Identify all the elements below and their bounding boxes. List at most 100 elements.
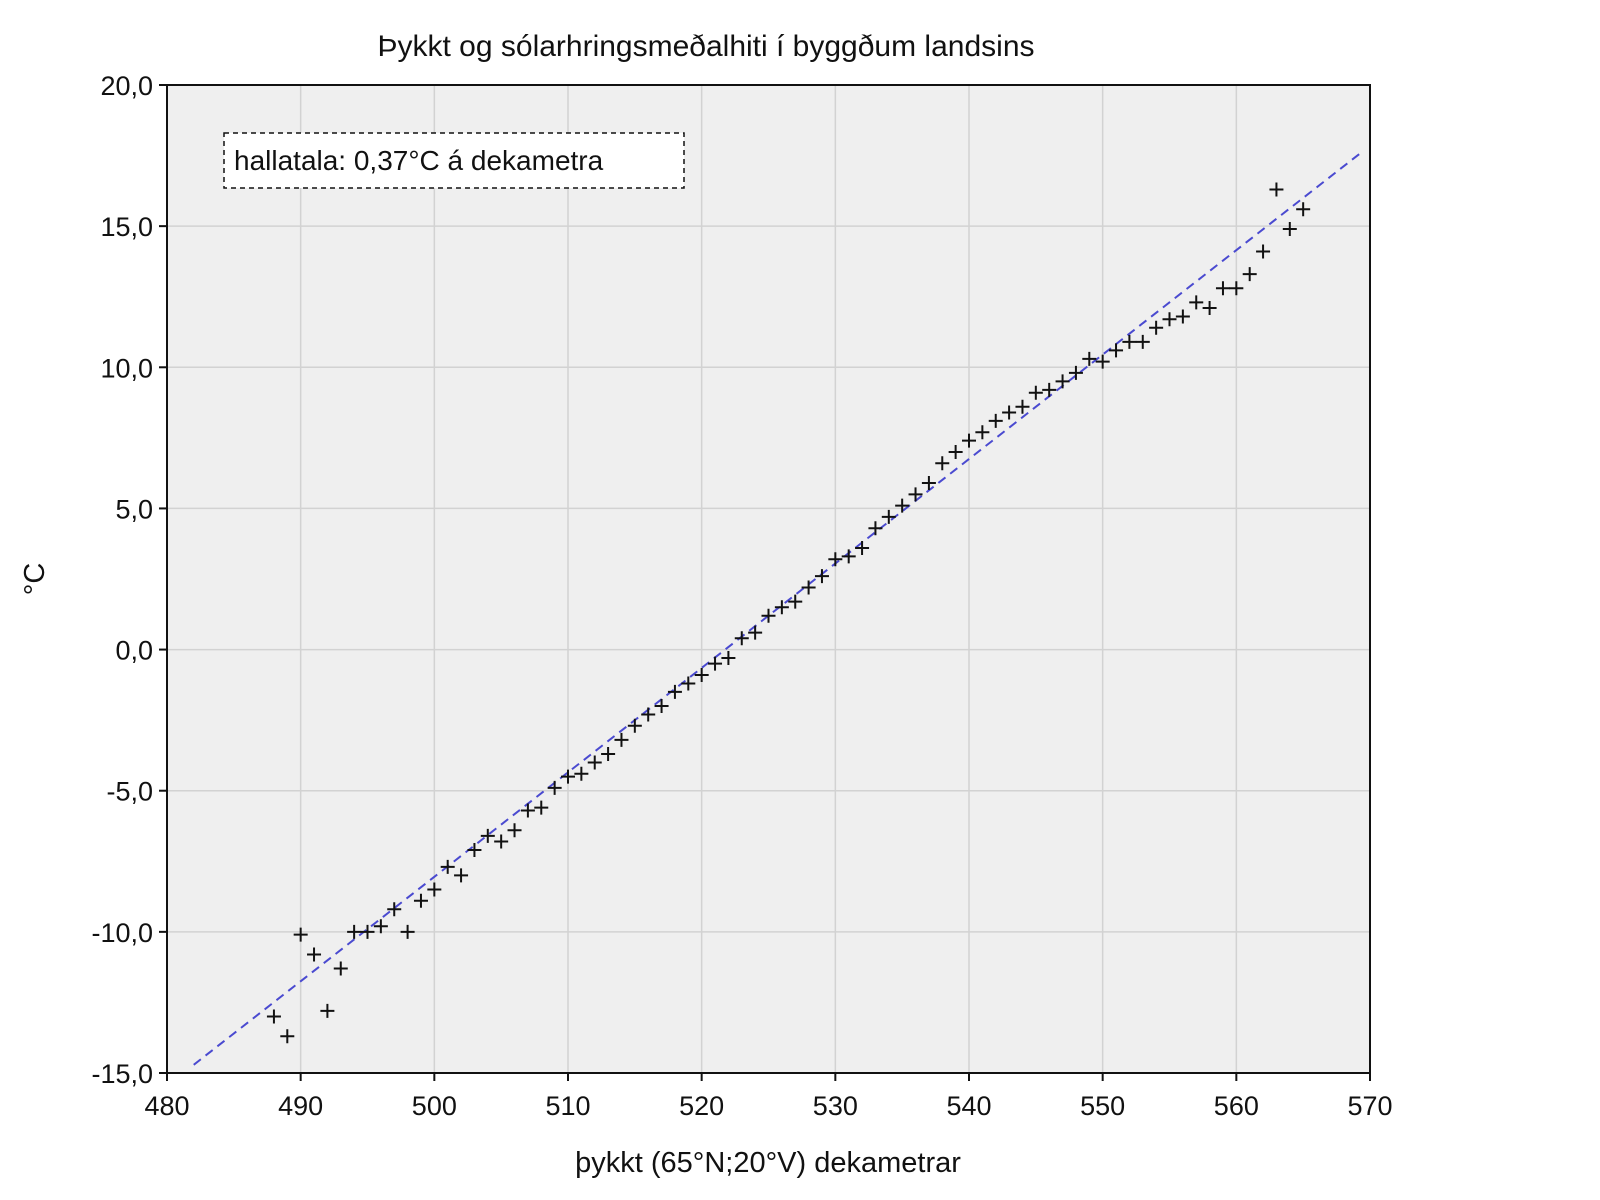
y-tick-label: 15,0: [100, 212, 153, 242]
data-point: [280, 1029, 295, 1044]
y-axis-ticks: 20,0 15,0 10,0 5,0 0,0 -5,0 -10,0 -15,0: [91, 71, 167, 1089]
plot-frame: [166, 84, 1371, 1074]
data-point: [708, 656, 723, 671]
x-tick-label: 560: [1214, 1091, 1259, 1121]
data-point: [801, 580, 816, 595]
data-point: [948, 444, 963, 459]
x-tick-label: 500: [412, 1091, 457, 1121]
data-point: [921, 476, 936, 491]
data-point: [734, 631, 749, 646]
data-point: [962, 433, 976, 448]
data-point: [1095, 354, 1110, 369]
data-point: [520, 803, 535, 818]
data-point: [814, 569, 829, 584]
data-point: [413, 893, 428, 908]
data-point: [895, 498, 910, 513]
data-point: [1109, 343, 1124, 358]
data-point: [868, 521, 883, 536]
slope-annotation: hallatala: 0,37°C á dekametra: [223, 132, 685, 189]
data-point: [587, 755, 602, 770]
data-point: [1135, 334, 1150, 349]
y-tick-label: -5,0: [106, 777, 153, 807]
x-tick-label: 550: [1080, 1091, 1125, 1121]
data-point: [748, 625, 763, 640]
data-point: [681, 676, 696, 691]
data-point: [908, 487, 923, 502]
x-tick-label: 510: [545, 1091, 590, 1121]
data-point: [1256, 244, 1271, 259]
annotation-text: hallatala: 0,37°C á dekametra: [234, 145, 604, 176]
data-point: [507, 823, 522, 838]
data-point: [347, 924, 362, 939]
data-point: [1269, 182, 1284, 197]
x-tick-label: 480: [144, 1091, 189, 1121]
data-point: [333, 961, 348, 976]
data-point: [1082, 351, 1097, 366]
data-point: [360, 924, 375, 939]
data-point: [1042, 382, 1057, 397]
x-tick-label: 530: [813, 1091, 858, 1121]
data-point: [1229, 281, 1244, 296]
data-point: [935, 456, 950, 471]
data-point: [561, 769, 575, 784]
x-axis-ticks: 480 490 500 510 520 530 540 550 560 570: [144, 1073, 1393, 1121]
data-point: [1122, 334, 1137, 349]
y-tick-label: -15,0: [91, 1059, 153, 1089]
data-point: [721, 651, 736, 666]
chart-title: Þykkt og sólarhringsmeðalhiti í byggðum …: [378, 30, 1035, 63]
data-point: [627, 718, 642, 733]
gridlines: [167, 85, 1370, 1073]
data-point: [761, 608, 776, 623]
data-point: [788, 594, 803, 609]
data-point: [881, 509, 896, 524]
data-point: [1002, 405, 1017, 420]
x-tick-label: 490: [278, 1091, 323, 1121]
data-point: [494, 834, 509, 849]
data-point: [1028, 385, 1043, 400]
data-point: [694, 667, 709, 682]
data-point: [467, 842, 482, 857]
data-point: [547, 780, 562, 795]
y-tick-label: 0,0: [115, 636, 153, 666]
data-point: [307, 947, 322, 962]
x-tick-label: 520: [679, 1091, 724, 1121]
data-point: [293, 927, 308, 942]
data-point: [1296, 202, 1311, 217]
data-point: [975, 425, 990, 440]
data-point: [1015, 399, 1030, 414]
data-point: [1068, 365, 1083, 380]
x-tick-label: 540: [946, 1091, 991, 1121]
data-point: [654, 699, 669, 714]
data-point: [601, 747, 616, 762]
data-point: [1055, 374, 1070, 389]
data-point: [1175, 309, 1190, 324]
data-point: [774, 600, 789, 615]
x-axis-label: þykkt (65°N;20°V) dekametrar: [575, 1147, 961, 1179]
plot-area: [167, 85, 1370, 1073]
data-points: [266, 182, 1311, 1044]
data-point: [574, 766, 589, 781]
x-tick-label: 570: [1347, 1091, 1392, 1121]
y-tick-label: 5,0: [115, 494, 153, 524]
data-point: [828, 552, 843, 567]
data-point: [320, 1003, 335, 1018]
data-point: [1162, 312, 1177, 327]
data-point: [480, 828, 495, 843]
data-point: [534, 800, 549, 815]
data-point: [1282, 221, 1297, 236]
data-point: [454, 868, 469, 883]
annotation-box: [223, 132, 685, 189]
data-point: [387, 902, 402, 917]
data-point: [373, 919, 388, 934]
data-point: [1189, 295, 1204, 310]
data-point: [855, 540, 870, 555]
data-point: [427, 882, 442, 897]
data-point: [988, 413, 1003, 428]
data-point: [667, 684, 682, 699]
y-tick-label: -10,0: [91, 918, 153, 948]
y-axis-label: °C: [19, 563, 51, 596]
data-point: [841, 549, 856, 564]
data-point: [1149, 320, 1164, 335]
data-point: [641, 707, 656, 722]
